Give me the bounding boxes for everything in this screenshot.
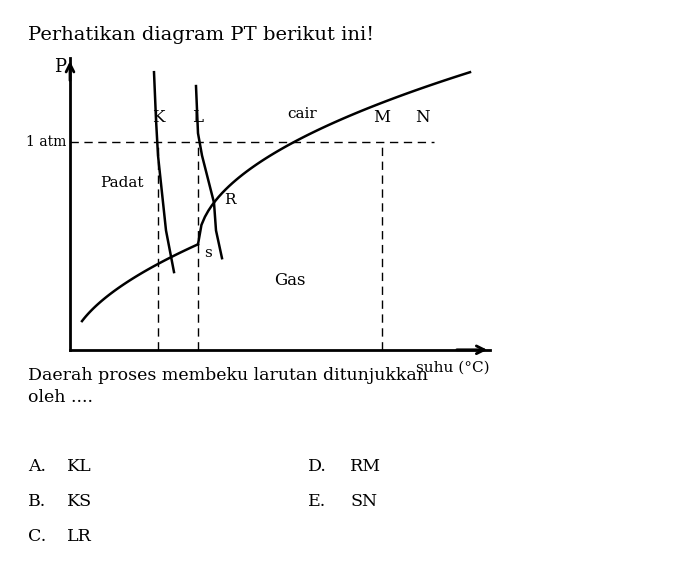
- Text: RM: RM: [350, 458, 381, 475]
- Text: P: P: [54, 58, 66, 76]
- Text: C.: C.: [28, 528, 46, 545]
- Text: Gas: Gas: [274, 272, 306, 289]
- Text: KS: KS: [66, 493, 92, 510]
- Text: R: R: [224, 193, 235, 207]
- Text: s: s: [204, 245, 211, 259]
- Text: KL: KL: [66, 458, 91, 475]
- Text: D.: D.: [308, 458, 327, 475]
- Text: cair: cair: [287, 107, 317, 121]
- Text: LR: LR: [66, 528, 91, 545]
- Text: SN: SN: [350, 493, 377, 510]
- Text: M: M: [373, 110, 391, 127]
- Text: K: K: [152, 110, 164, 127]
- Text: 1 atm: 1 atm: [26, 135, 66, 149]
- Text: Perhatikan diagram PT berikut ini!: Perhatikan diagram PT berikut ini!: [28, 26, 374, 44]
- Text: L: L: [193, 110, 204, 127]
- Text: suhu (°C): suhu (°C): [416, 361, 490, 375]
- Text: A.: A.: [28, 458, 46, 475]
- Text: Padat: Padat: [100, 176, 144, 190]
- Text: N: N: [414, 110, 429, 127]
- Text: Daerah proses membeku larutan ditunjukkan
oleh ....: Daerah proses membeku larutan ditunjukka…: [28, 367, 428, 406]
- Text: B.: B.: [28, 493, 46, 510]
- Text: E.: E.: [308, 493, 326, 510]
